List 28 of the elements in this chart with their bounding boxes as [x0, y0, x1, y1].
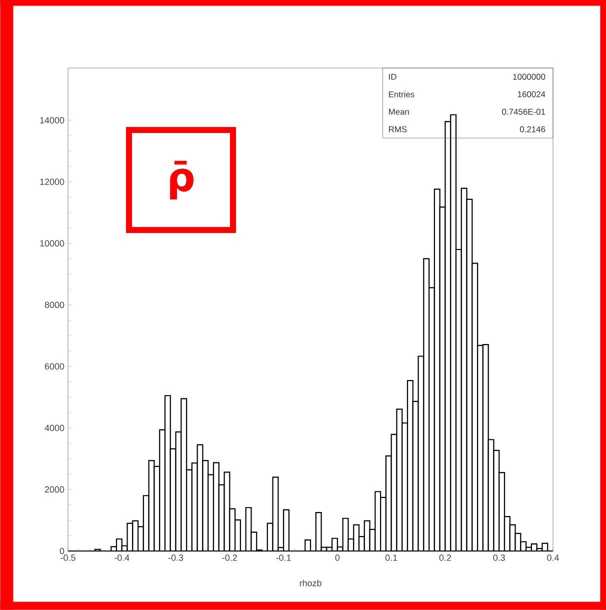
y-tick-label: 0 — [60, 548, 64, 554]
x-tick-label: -0.4 — [114, 554, 130, 561]
x-tick-label: -0.3 — [168, 554, 184, 561]
x-tick-label: 0.1 — [385, 554, 398, 561]
y-tick-label: 8000 — [44, 302, 64, 308]
y-tick-label: 10000 — [40, 240, 64, 247]
x-tick-label: 0.4 — [547, 554, 559, 561]
text: ρ̄ — [170, 160, 194, 200]
annotation: 160024 — [518, 91, 546, 98]
annotation: Mean — [388, 108, 409, 115]
x-tick-label: -0.5 — [60, 554, 76, 561]
x-tick-label: -0.1 — [276, 554, 291, 561]
x-tick-label: -0.2 — [222, 554, 237, 561]
annotation: 0.7456E-01 — [502, 108, 546, 115]
x-tick-label: 0.2 — [439, 554, 451, 561]
y-tick-label: 2000 — [44, 486, 64, 493]
x-tick-label: 0.3 — [493, 554, 505, 561]
annotation: Entries — [388, 91, 414, 98]
y-tick-label: 14000 — [40, 117, 64, 124]
y-tick-label: 12000 — [40, 178, 64, 185]
annotation: 1000000 — [513, 74, 546, 80]
y-tick-label: 4000 — [44, 424, 64, 432]
annotation: 0.2146 — [520, 126, 546, 132]
x-tick-label: 0 — [335, 554, 340, 561]
annotation: RMS — [388, 126, 407, 132]
x-axis-title: rhozb — [300, 580, 322, 586]
y-tick-label: 6000 — [44, 363, 64, 370]
annotation: ID — [389, 74, 396, 80]
